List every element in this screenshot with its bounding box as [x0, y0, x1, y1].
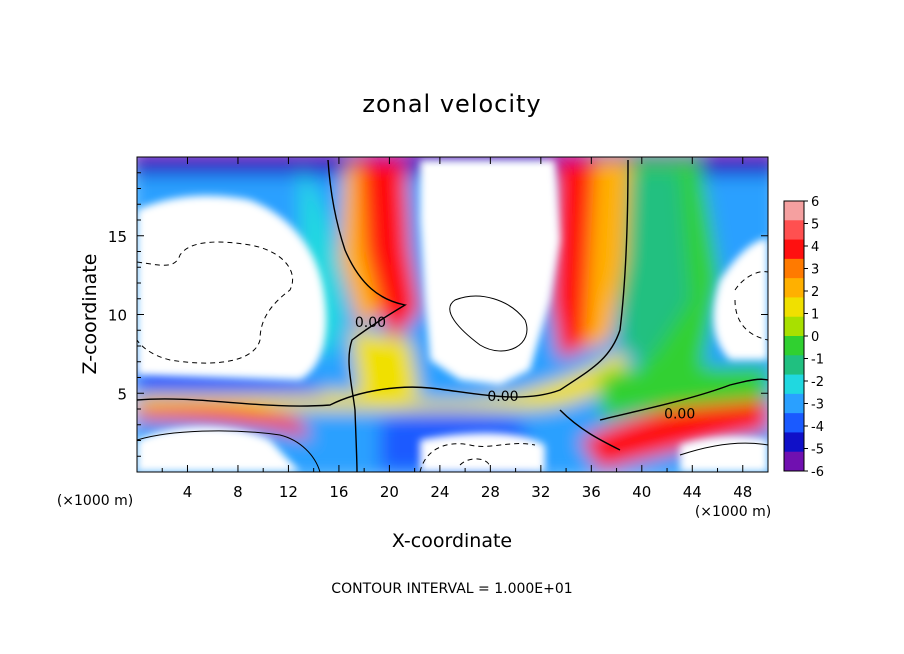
colorbar-label: -3: [811, 398, 824, 413]
colorbar-label: 5: [811, 218, 819, 233]
y-axis-label: Z-coordinate: [79, 254, 101, 375]
x-axis-label: X-coordinate: [392, 530, 512, 552]
field-yellow-center: [350, 330, 420, 405]
colorbar-swatch: [784, 374, 804, 395]
contour-zero-vertical-left: [327, 159, 407, 472]
colorbar-swatch: [784, 239, 804, 260]
x-tick-label: 24: [430, 483, 449, 501]
contour-zero-vertical-right: [137, 159, 629, 407]
contour-label: 0.00: [487, 389, 518, 405]
colorbar-swatch: [784, 336, 804, 356]
chart-title: zonal velocity: [362, 90, 541, 118]
colorbar-swatch: [784, 220, 804, 241]
white-region-lower-center: [420, 433, 545, 472]
field-lower-right-green: [600, 365, 768, 420]
colorbar-label: -5: [811, 443, 824, 458]
x-tick-label: 40: [632, 483, 651, 501]
contour-interval-note: CONTOUR INTERVAL = 1.000E+01: [331, 581, 572, 597]
contour-lower-left: [137, 430, 321, 472]
contour-dashed-lower-small: [459, 458, 491, 469]
y-axis-ticks: 5 10 15: [108, 172, 768, 457]
x-unit-right: (×1000 m): [695, 504, 771, 520]
x-tick-label: 12: [279, 483, 298, 501]
colorbar-swatch: [784, 316, 804, 337]
contour-dashed-right: [734, 271, 768, 341]
contour-lower-right: [679, 442, 768, 456]
colorbar-swatch: [784, 201, 804, 221]
x-tick-label: 20: [380, 483, 399, 501]
colorbar-label: 2: [811, 285, 819, 300]
colorbar-label: 3: [811, 263, 819, 278]
x-tick-label: 4: [183, 483, 193, 501]
contour-dashed-lower-center: [419, 443, 536, 472]
colorbar-label: 1: [811, 308, 819, 323]
colorbar-label: 0: [811, 330, 819, 345]
white-region-right: [713, 238, 768, 360]
contour-closed-center: [449, 295, 528, 352]
x-axis-ticks: 4 8 12 16 20 24 28 32 36 40 44 48: [161, 157, 752, 501]
colorbar-label: -1: [811, 353, 824, 368]
field-orange-jet-2: [585, 160, 630, 350]
x-tick-label: 36: [582, 483, 601, 501]
x-tick-label: 8: [233, 483, 243, 501]
contour-zero-right-branch: [599, 378, 768, 421]
y-tick-label: 5: [117, 385, 127, 403]
x-tick-label: 44: [683, 483, 702, 501]
white-region-lower-left: [137, 426, 300, 472]
colorbar-label: -2: [811, 375, 824, 390]
colorbar-swatch: [784, 432, 804, 453]
y-tick-label: 15: [108, 228, 127, 246]
heatmap-field: 0.00 0.00 0.00: [137, 157, 768, 472]
x-unit-left: (×1000 m): [57, 493, 133, 509]
field-green-right: [620, 170, 690, 360]
contour-dashed-upper-left: [137, 241, 294, 364]
colorbar-swatch: [784, 258, 804, 279]
colorbar-swatch: [784, 393, 804, 414]
y-tick-label: 10: [108, 307, 127, 325]
x-tick-label: 32: [531, 483, 550, 501]
colorbar-swatch: [784, 297, 804, 318]
x-tick-label: 48: [733, 483, 752, 501]
colorbar-label: 4: [811, 240, 819, 255]
contour-zero-lower-right: [559, 409, 621, 451]
field-horizontal-jet: [137, 350, 630, 411]
field-top-purple: [137, 157, 768, 160]
colorbar-swatch: [784, 451, 804, 472]
field-horizontal-jet-red: [137, 406, 310, 440]
colorbar: 6 5 4 3 2 1 0 -1 -2 -3 -4 -5 -6: [783, 195, 824, 480]
colorbar-swatch: [784, 413, 804, 433]
colorbar-label: 6: [811, 195, 819, 210]
contour-label: 0.00: [355, 315, 386, 331]
x-tick-label: 28: [481, 483, 500, 501]
colorbar-label: -4: [811, 420, 824, 435]
white-region-upper-left: [137, 195, 327, 380]
x-tick-label: 16: [329, 483, 348, 501]
white-region-upper-center: [420, 160, 560, 385]
colorbar-swatch: [784, 355, 804, 376]
colorbar-swatch: [784, 278, 804, 298]
field-lower-right-red: [580, 395, 768, 470]
colorbar-label: -6: [811, 465, 824, 480]
white-region-lower-right: [680, 436, 768, 472]
contour-label: 0.00: [664, 406, 695, 422]
field-orange-jet-1: [340, 165, 380, 330]
